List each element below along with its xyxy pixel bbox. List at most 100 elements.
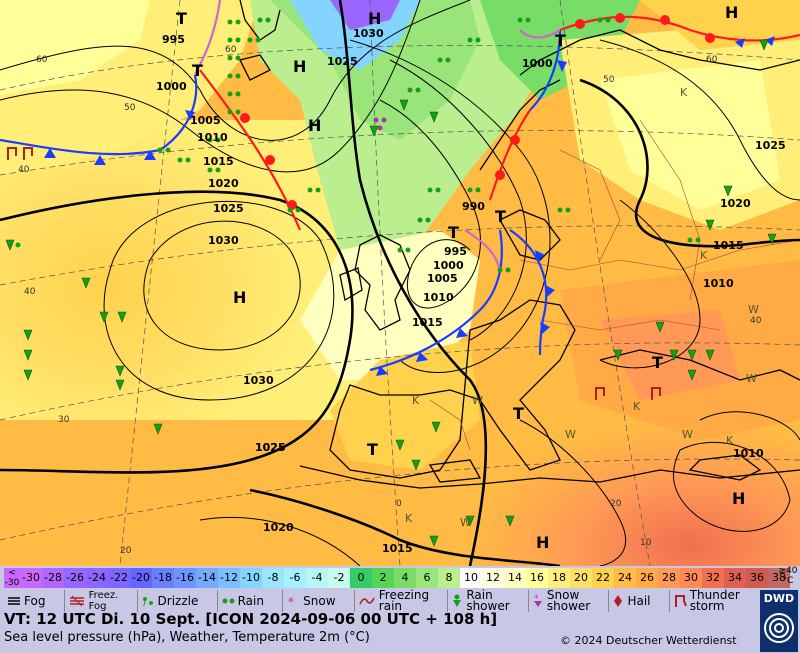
temperature-label: 10: [640, 538, 652, 548]
legend-fog-label: Fog: [24, 593, 46, 608]
isobar-label: 1010: [197, 131, 228, 144]
legend-rain-shower: Rain shower: [448, 588, 529, 613]
svg-text:*: *: [534, 594, 539, 604]
legend-snow: * Snow: [283, 590, 355, 612]
svg-text:*: *: [288, 595, 294, 607]
legend-freezing-fog: Freez. Fog: [65, 590, 138, 612]
temperature-label: 0: [396, 499, 402, 509]
occlusion-central: [464, 229, 502, 271]
temperature-label: 50: [603, 75, 615, 85]
temperature-scale-cell: -14: [196, 568, 218, 588]
temperature-scale-high-label: ≥40 °C: [778, 566, 798, 586]
isobar-label: 1015: [412, 316, 443, 329]
temperature-label: 40: [24, 287, 36, 297]
pressure-centers: H H H H H H H T T T T T T T T: [176, 3, 745, 552]
legend-drizzle: Drizzle: [138, 590, 218, 612]
high-center-label: H: [725, 3, 738, 22]
legend-freezing-rain-label: Freezing rain: [378, 588, 430, 613]
snow-icon: *: [288, 595, 294, 607]
isobar-label: 1015: [382, 542, 413, 555]
isobar-label: 1010: [423, 291, 454, 304]
low-center-label: T: [448, 223, 459, 242]
cold-front: [0, 74, 198, 156]
temperature-scale-cell: -26: [64, 568, 86, 588]
weather-symbol-legend: Fog Freez. Fog Drizzle Rain * Snow Freez…: [4, 588, 758, 613]
legend-snow-label: Snow: [303, 593, 336, 608]
weather-letter: K: [633, 400, 641, 413]
isobar-label: 1000: [433, 259, 464, 272]
drizzle-icon: [142, 597, 153, 607]
low-center-label: T: [176, 9, 187, 28]
isobar-label: 1015: [713, 239, 744, 252]
isobar-label: 1025: [755, 139, 786, 152]
temperature-scale-cell: 24: [614, 568, 636, 588]
temperature-scale-cell: 2: [372, 568, 394, 588]
temperature-scale-cell: 36: [746, 568, 768, 588]
low-center-label: T: [367, 440, 378, 459]
high-center-label: H: [308, 116, 321, 135]
fog-icon: [8, 597, 20, 605]
temperature-color-scale: < -30 -30 -28 -26 -24 -22 -20 -18 -16 -14 -12 -10 -8…: [4, 568, 790, 588]
coastlines: [239, 0, 800, 489]
legend-thunderstorm-label: Thunder storm: [689, 588, 740, 613]
legend-panel: < -30 -30 -28 -26 -24 -22 -20 -18 -16 -14 -12 -10 -8…: [0, 566, 800, 653]
isobar-label: 1030: [243, 374, 274, 387]
temperature-scale-low-label: < -30: [4, 568, 20, 588]
temperature-scale-cell: 4: [394, 568, 416, 588]
temperature-scale-cell: -8: [262, 568, 284, 588]
weather-letter: W: [682, 428, 693, 441]
temperature-scale-cell: -12: [218, 568, 240, 588]
temperature-label: 40: [18, 165, 30, 175]
legend-rain-shower-label: Rain shower: [466, 588, 510, 613]
rain-icon: [222, 598, 235, 604]
weather-letter: W: [748, 303, 759, 316]
legend-hail: Hail: [609, 590, 670, 612]
occlusion: [194, 0, 222, 76]
isobar-label: 1025: [255, 441, 286, 454]
isobars: [0, 0, 800, 566]
legend-drizzle-label: Drizzle: [157, 593, 199, 608]
weather-letter: K: [726, 434, 734, 447]
temperature-scale-cell: -6: [284, 568, 306, 588]
temperature-label: 60: [36, 55, 48, 65]
cold-front-channel: [369, 229, 503, 372]
low-center-label: T: [652, 353, 663, 372]
temperature-scale-cell: 16: [526, 568, 548, 588]
isobar-label: 1025: [213, 202, 244, 215]
temperature-scale-cell: 14: [504, 568, 526, 588]
weather-letter: W: [565, 428, 576, 441]
low-center-label: T: [555, 31, 566, 50]
isobar-label: 1000: [522, 57, 553, 70]
temperature-scale-cell: -18: [152, 568, 174, 588]
legend-thunderstorm: Thunder storm: [670, 588, 758, 613]
high-center-label: H: [293, 57, 306, 76]
hail-icon: [614, 595, 623, 607]
occlusion-north: [519, 29, 561, 39]
dwd-logo: DWD: [760, 590, 798, 652]
isobar-label: 1025: [255, 441, 286, 454]
temperature-label: 40: [750, 316, 762, 326]
temperature-scale-cell: -24: [86, 568, 108, 588]
temperature-label: 20: [120, 546, 132, 556]
temperature-scale-cell: 30: [680, 568, 702, 588]
temperature-label: 60: [706, 55, 718, 65]
temperature-scale-cell: 12: [482, 568, 504, 588]
dwd-logo-text: DWD: [763, 592, 795, 605]
snow-shower-icon: *: [533, 594, 542, 607]
temperature-scale-cell: -30: [20, 568, 42, 588]
weather-letter: K: [700, 249, 708, 262]
isobar-label: 1010: [733, 447, 764, 460]
weather-letter: W: [472, 394, 483, 407]
borders: [429, 119, 800, 451]
isobar-label: 995: [444, 245, 467, 258]
legend-snow-shower-label: Snow shower: [546, 588, 591, 613]
temperature-label: 30: [58, 415, 70, 425]
high-center-label: H: [368, 9, 381, 28]
dwd-swirl-icon: [764, 613, 794, 643]
low-center-label: T: [495, 207, 506, 226]
grid-lines: [0, 0, 800, 566]
weather-map-canvas: H H H H H H H T T T T T T T T 995 1000 1…: [0, 0, 800, 566]
temperature-scale-cell: -28: [42, 568, 64, 588]
cold-front-north: [529, 29, 562, 111]
temperature-labels: 60 50 40 40 30 20 0 60 50 40 20 10 60: [18, 45, 762, 556]
